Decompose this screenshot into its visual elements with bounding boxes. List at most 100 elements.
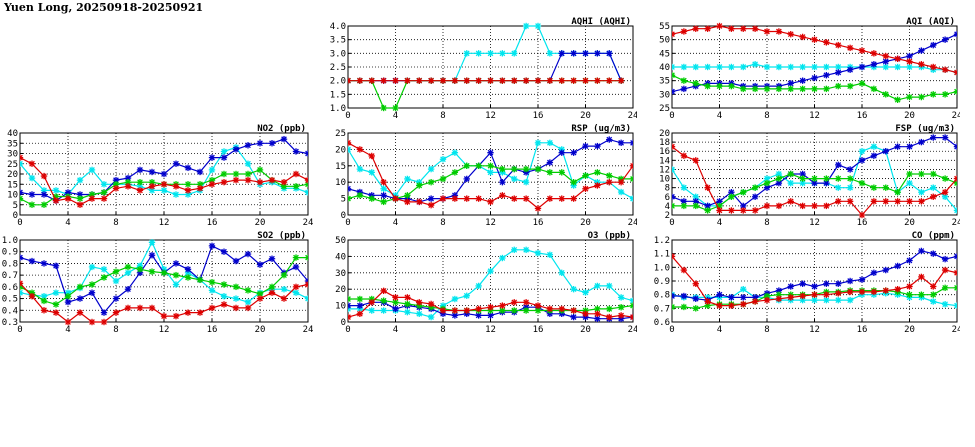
data-point-cyan bbox=[100, 181, 108, 188]
data-point-red bbox=[124, 183, 132, 190]
data-point-red bbox=[208, 304, 216, 312]
data-point-blue bbox=[463, 175, 470, 183]
data-point-blue bbox=[672, 193, 676, 200]
data-point-blue bbox=[244, 250, 252, 258]
data-point-green bbox=[380, 198, 387, 206]
data-point-blue bbox=[606, 136, 613, 143]
data-point-green bbox=[680, 202, 688, 210]
data-point-red bbox=[823, 39, 830, 46]
data-point-red bbox=[835, 290, 842, 297]
data-point-red bbox=[680, 266, 688, 274]
y-tick-label: 50 bbox=[335, 236, 346, 246]
data-point-red bbox=[716, 207, 723, 214]
data-point-green bbox=[112, 268, 120, 275]
data-point-blue bbox=[268, 140, 276, 147]
y-tick-label: 55 bbox=[659, 22, 670, 32]
data-point-cyan bbox=[672, 63, 676, 71]
y-tick-label: 0.6 bbox=[654, 318, 670, 328]
data-point-blue bbox=[40, 191, 48, 198]
data-point-cyan bbox=[680, 63, 688, 71]
y-tick-label: 0.7 bbox=[654, 304, 670, 314]
x-tick-label: 12 bbox=[159, 325, 170, 335]
y-tick-label: 4.0 bbox=[330, 22, 346, 32]
data-point-cyan bbox=[475, 50, 482, 57]
data-point-cyan bbox=[475, 282, 482, 290]
data-point-green bbox=[256, 166, 264, 174]
data-point-red bbox=[835, 41, 842, 49]
data-point-red bbox=[629, 313, 633, 321]
data-point-blue bbox=[716, 198, 723, 205]
data-point-cyan bbox=[380, 307, 387, 314]
data-point-cyan bbox=[858, 148, 866, 155]
data-point-blue bbox=[672, 88, 676, 95]
data-point-green bbox=[404, 192, 411, 199]
data-point-red bbox=[930, 193, 937, 200]
data-point-cyan bbox=[487, 267, 494, 275]
data-point-green bbox=[930, 170, 937, 178]
data-point-blue bbox=[427, 195, 435, 202]
data-point-red bbox=[304, 281, 308, 288]
data-point-red bbox=[763, 28, 771, 35]
y-tick-label: 35 bbox=[7, 139, 18, 149]
data-point-red bbox=[594, 77, 601, 84]
data-point-blue bbox=[953, 31, 957, 38]
data-point-cyan bbox=[811, 63, 818, 71]
x-tick-label: 8 bbox=[764, 218, 769, 228]
data-point-blue bbox=[787, 80, 794, 87]
x-tick-label: 0 bbox=[17, 218, 22, 228]
x-tick-label: 0 bbox=[17, 325, 22, 335]
x-tick-label: 12 bbox=[809, 111, 820, 121]
page-title: Yuen Long, 20250918-20250921 bbox=[4, 1, 204, 14]
data-point-cyan bbox=[672, 166, 676, 173]
data-point-cyan bbox=[499, 254, 506, 262]
data-point-cyan bbox=[918, 189, 925, 196]
data-point-red bbox=[858, 288, 866, 296]
data-point-red bbox=[451, 77, 459, 84]
data-point-red bbox=[280, 179, 288, 186]
x-tick-label: 16 bbox=[533, 111, 544, 121]
data-point-cyan bbox=[356, 165, 364, 173]
data-point-green bbox=[244, 287, 252, 294]
data-point-red bbox=[427, 300, 435, 308]
data-point-cyan bbox=[404, 308, 411, 316]
data-point-red bbox=[160, 181, 168, 188]
data-point-green bbox=[870, 184, 878, 191]
data-point-green bbox=[124, 263, 132, 271]
x-tick-label: 24 bbox=[303, 325, 314, 335]
data-point-green bbox=[404, 300, 411, 308]
data-point-red bbox=[100, 318, 108, 326]
data-point-red bbox=[348, 139, 352, 147]
data-point-blue bbox=[570, 50, 577, 57]
data-point-blue bbox=[232, 146, 240, 153]
data-point-green bbox=[672, 303, 676, 311]
data-point-red bbox=[787, 31, 794, 38]
chart-title: O3 (ppb) bbox=[588, 231, 631, 241]
data-point-cyan bbox=[740, 63, 747, 71]
y-tick-label: 40 bbox=[335, 252, 346, 262]
data-point-red bbox=[100, 195, 108, 202]
data-point-green bbox=[846, 82, 854, 90]
data-point-red bbox=[244, 304, 252, 312]
data-point-green bbox=[823, 85, 830, 93]
data-point-red bbox=[76, 309, 84, 316]
data-point-blue bbox=[348, 185, 352, 192]
data-point-red bbox=[112, 185, 120, 192]
data-point-cyan bbox=[846, 296, 854, 304]
data-point-green bbox=[680, 303, 688, 311]
data-point-blue bbox=[823, 72, 830, 79]
data-point-cyan bbox=[427, 313, 435, 321]
data-point-red bbox=[256, 295, 264, 302]
data-point-blue bbox=[941, 255, 949, 263]
data-point-green bbox=[906, 170, 913, 178]
data-point-blue bbox=[835, 161, 842, 169]
data-point-blue bbox=[546, 159, 554, 166]
data-point-red bbox=[451, 195, 459, 202]
data-point-red bbox=[546, 195, 554, 202]
data-point-blue bbox=[348, 302, 352, 309]
x-tick-label: 24 bbox=[952, 218, 960, 228]
data-point-green bbox=[894, 96, 901, 103]
data-point-blue bbox=[292, 148, 300, 155]
data-point-green bbox=[220, 281, 228, 288]
data-point-cyan bbox=[811, 296, 818, 304]
chart-title: SO2 (ppb) bbox=[257, 231, 306, 241]
